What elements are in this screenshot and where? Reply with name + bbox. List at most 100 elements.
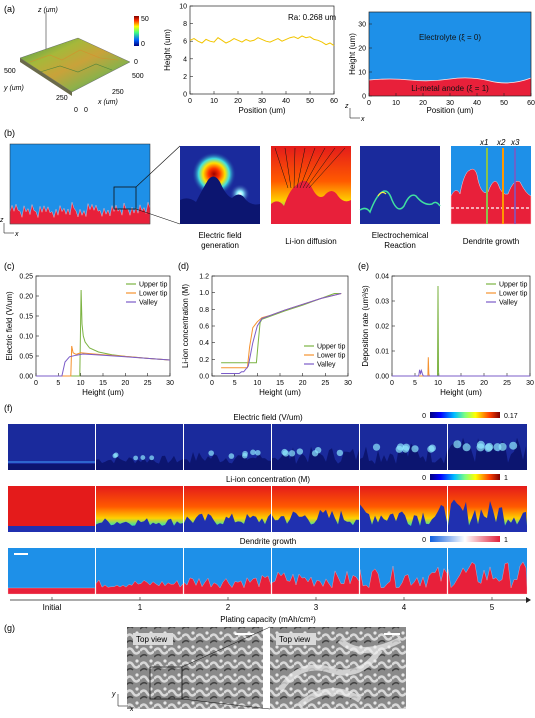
surface-texture-2 [39,63,113,73]
legend-label: Upper tip [139,282,168,289]
caption-electric-field-2: generation [201,241,239,250]
x-tick-label: 15 [276,380,284,387]
sim-dendrite [7,587,96,595]
anode-label: Li-metal anode (ξ = 1) [411,84,489,93]
subpanel-electric-field [180,146,260,224]
x-tick-label: 20 [480,380,488,387]
capacity-tick-label: 4 [402,603,407,612]
x-axis-label: Height (um) [440,388,482,397]
tick-x-250: 250 [112,89,124,96]
y-tick-label: 0.20 [19,294,33,301]
sem-zoom-box [149,666,183,700]
probe-x1 [486,148,488,224]
caption-dendrite-growth: Dendrite growth [463,237,519,246]
b-axis-x: x [14,231,19,238]
row-colorbar-min: 0 [422,413,426,420]
x-axis-label: Height (um) [82,388,124,397]
zoom-box [113,186,137,210]
domain-xtick-label: 60 [527,100,535,107]
probe-x2 [502,148,504,224]
panel-label-g: (g) [4,623,15,633]
row-colorbar-min: 0 [422,475,426,482]
sem-right-label: Top view [279,635,310,644]
dg-dendrite [450,168,532,225]
field-hotspot [281,448,288,456]
capacity-axis-arrow [526,597,531,603]
field-hotspot [288,450,296,457]
field-hotspot [112,453,118,459]
field-hotspot [140,455,146,460]
y-tick-label: 0.25 [19,274,33,281]
x-tick-label: 30 [344,380,352,387]
caption-electrochemical-1: Electrochemical [372,231,429,240]
panel-f-grid: Electric field (V/um) 0 0.17 Li-ion concent… [7,412,531,624]
y-tick-label: 0.02 [375,324,389,331]
x-tick-label: 5 [233,380,237,387]
sim-dendrite [184,451,271,470]
interface-line [368,77,532,84]
x-tick-label: 25 [144,380,152,387]
y-axis-label: Deposition rate (um³/s) [361,285,370,367]
sim-dendrite [8,526,95,532]
flux-line [302,147,326,189]
surface-side [20,58,72,96]
domain-xtick-label: 0 [367,100,371,107]
row-colorbar-min: 0 [422,537,426,544]
field-hotspot [462,443,471,452]
x-tick-label: 10 [434,380,442,387]
profile-ytick-label: 4 [183,56,187,63]
profile-ytick-label: 6 [183,39,187,46]
profile-xtick-label: 60 [330,98,338,105]
flux-line [293,147,296,189]
capacity-tick-label: 1 [138,603,143,612]
x-tick-label: 20 [121,380,129,387]
subpanel-li-ion-diffusion [271,146,351,224]
x-tick-label: 5 [413,380,417,387]
panel-label-d: (d) [178,261,189,271]
chart-deposition-rate: 0 5 10 15 20 25 30 0.00 0.01 0.02 0.03 0.04 Height (… [361,274,534,398]
legend-label: Valley [317,362,336,369]
row-title: Dendrite growth [240,537,296,546]
colorbar-a [134,16,139,46]
legend-label: Valley [139,300,158,307]
profile-ytick-label: 0 [183,92,187,99]
tick-z-0: 0 [134,59,138,66]
y-tick-label: 0.4 [199,340,209,347]
x-tick-label: 5 [56,380,60,387]
y-tick-label: 0.00 [375,374,389,381]
x-tick-label: 25 [503,380,511,387]
g-axis-y: y [111,691,116,698]
domain-ytick-label: 30 [358,22,366,29]
series-line-valley [221,293,342,374]
legend-label: Valley [499,300,518,307]
x-tick-label: 10 [77,380,85,387]
tick-y-0: 0 [74,107,78,114]
x-axis-label: x (um) [97,99,118,106]
y-tick-label: 0.04 [375,274,389,281]
domain-axis-z: z [344,103,349,110]
field-hotspot [208,450,214,456]
row-colorbar [430,536,500,542]
x-tick-label: 20 [299,380,307,387]
capacity-tick-label: 5 [490,603,495,612]
y-axis-label: Li-ion concentration (M) [181,284,190,368]
profile-ytick-label: 2 [183,74,187,81]
field-hotspot [372,443,381,451]
sim-dendrite [271,570,360,595]
series-line-lower-tip [36,345,171,377]
field-hotspot [133,455,139,461]
field-hotspot [411,445,419,453]
domain-xtick-label: 20 [419,100,427,107]
domain-ylabel: Height (um) [348,33,357,75]
profile-xlabel: Position (um) [238,106,285,115]
capacity-xlabel: Plating capacity (mAh/cm²) [220,615,316,624]
profile-line [189,35,335,47]
domain-ytick-label: 0 [362,94,366,101]
series-line-valley [36,353,171,377]
sem-right-label-bg [276,633,316,645]
sim-dendrite [447,561,528,595]
y-tick-label: 0.10 [19,334,33,341]
b-axis-z: z [0,217,4,224]
domain-xtick-label: 30 [446,100,454,107]
subpanel-electrochemical [359,146,441,224]
